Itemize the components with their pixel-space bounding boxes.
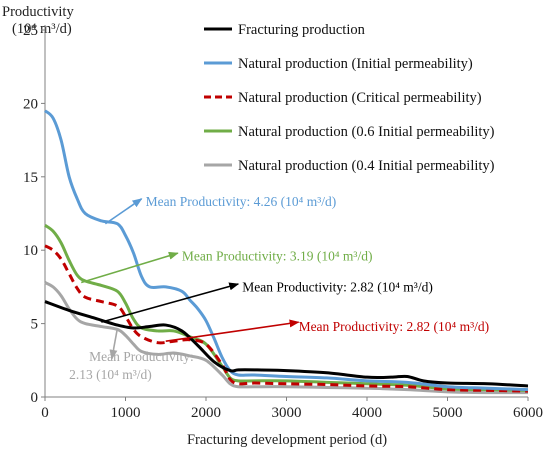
axes: 0 5 10 15 20 25 0 1000 2000 3000 4000 5000 6000 bbox=[23, 23, 543, 421]
legend: Fracturing production Natural production … bbox=[204, 22, 495, 174]
annotation-label-4: Mean Productivity: 2.82 (10⁴ m³/d) bbox=[299, 319, 490, 334]
annotation-label-3: Mean Productivity: 2.82 (10⁴ m³/d) bbox=[242, 279, 433, 294]
series-layer bbox=[43, 109, 529, 395]
x-tick-label: 1000 bbox=[111, 405, 141, 421]
x-axis-title: Fracturing development period (d) bbox=[187, 432, 387, 448]
x-tick-label: 2000 bbox=[191, 405, 221, 421]
x-tick-label: 3000 bbox=[272, 405, 302, 421]
legend-label-3: Natural production (Critical permeabilit… bbox=[238, 90, 482, 106]
x-tick-label: 0 bbox=[41, 405, 49, 421]
y-tick-label: 25 bbox=[23, 23, 38, 39]
annotation-arrow-2 bbox=[80, 251, 179, 284]
series-line-1 bbox=[44, 300, 529, 388]
series-line-4 bbox=[44, 223, 529, 392]
annotation-arrow-1 bbox=[104, 198, 143, 225]
y-axis-title-line2: (10⁴ m³/d) bbox=[12, 21, 72, 37]
y-tick-label: 0 bbox=[31, 390, 39, 406]
x-tick-label: 5000 bbox=[433, 405, 463, 421]
annotation-arrow-5 bbox=[109, 327, 119, 360]
y-tick-label: 5 bbox=[31, 317, 39, 333]
series-line-5 bbox=[44, 281, 529, 395]
annotation-arrow-4 bbox=[165, 319, 300, 343]
annotation-label-5-line1: Mean Productivity: bbox=[89, 349, 194, 364]
y-tick-label: 15 bbox=[23, 170, 38, 186]
series-line-2 bbox=[43, 109, 529, 392]
legend-label-2: Natural production (Initial permeability… bbox=[238, 56, 473, 72]
y-axis-title-line1: Productivity bbox=[2, 4, 74, 20]
annotation-label-2: Mean Productivity: 3.19 (10⁴ m³/d) bbox=[182, 248, 373, 263]
annotation-label-5-line2: 2.13 (10⁴ m³/d) bbox=[69, 367, 152, 382]
annotation-layer: Mean Productivity: 4.26 (10⁴ m³/d) Mean P… bbox=[69, 194, 489, 382]
annotation-arrow-3 bbox=[101, 282, 240, 323]
y-tick-label: 10 bbox=[23, 243, 38, 259]
legend-label-1: Fracturing production bbox=[238, 22, 366, 38]
x-tick-label: 4000 bbox=[352, 405, 382, 421]
y-tick-label: 20 bbox=[23, 96, 38, 112]
series-line-3 bbox=[44, 244, 529, 393]
legend-label-5: Natural production (0.4 Initial permeabi… bbox=[238, 158, 495, 174]
x-tick-label: 6000 bbox=[513, 405, 543, 421]
legend-label-4: Natural production (0.6 Initial permeabi… bbox=[238, 124, 495, 140]
annotation-label-1: Mean Productivity: 4.26 (10⁴ m³/d) bbox=[146, 194, 337, 209]
